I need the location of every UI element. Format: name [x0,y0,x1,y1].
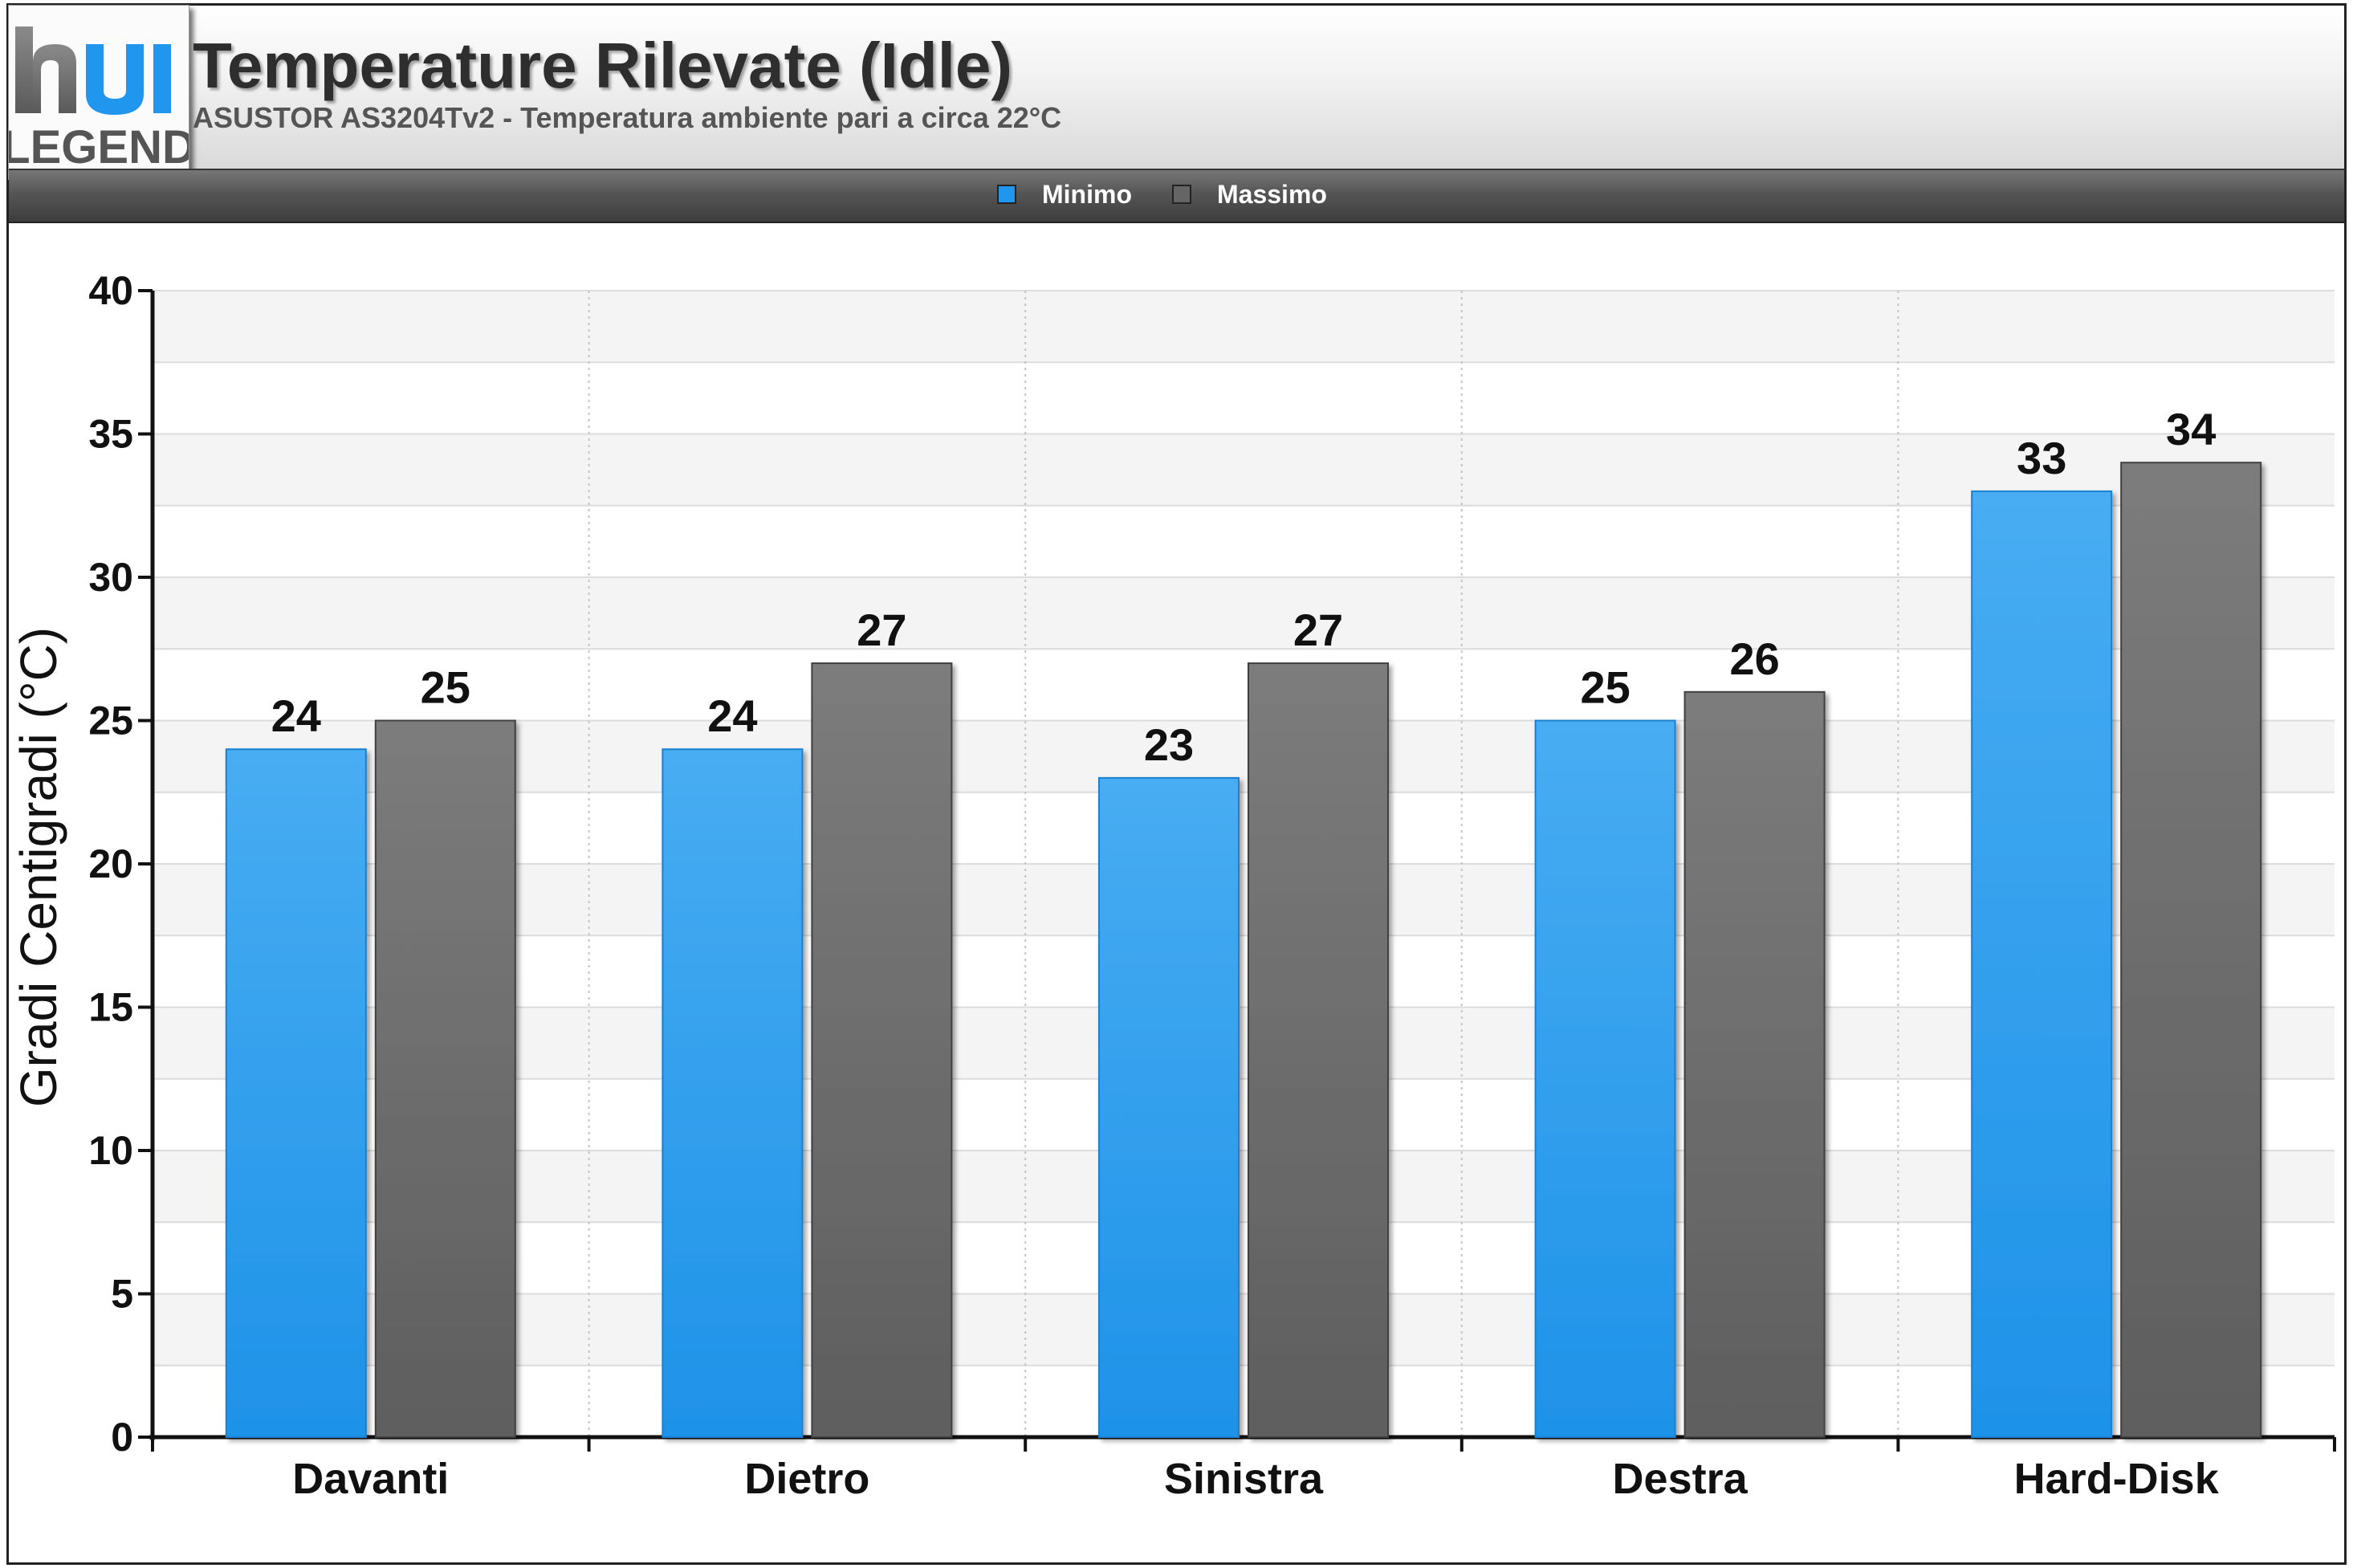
x-tick-label: Davanti [292,1455,449,1503]
bar-minimo-hard-disk [1971,490,2113,1438]
plot-band [153,577,2335,650]
bar-massimo-sinistra [1248,662,1389,1438]
y-tick-label: 15 [88,985,133,1030]
data-label: 24 [271,690,321,741]
y-tick-label: 10 [88,1128,133,1173]
data-label: 27 [857,605,906,655]
plot-band [153,1007,2335,1079]
chart-title: Temperature Rilevate (Idle) [193,30,1013,101]
plot-band [153,864,2335,936]
bar-massimo-dietro [811,662,953,1438]
y-tick-label: 30 [88,555,133,600]
legend-bar [9,169,2344,223]
legend-item-massimo[interactable]: Massimo [1172,178,1327,210]
y-tick-label: 0 [111,1415,133,1460]
logo-text: LEGEND [9,121,189,173]
legend-label-minimo: Minimo [1042,179,1132,209]
data-label: 33 [2017,433,2066,483]
legend-logo-icon: LEGEND [2,26,196,173]
data-label: 34 [2166,404,2216,454]
x-tick-label: Hard-Disk [2014,1455,2220,1503]
legend-swatch-minimo [997,185,1016,204]
data-label: 25 [421,662,470,713]
y-tick-label: 40 [88,268,133,313]
bar-massimo-davanti [374,719,516,1438]
legend-swatch-massimo [1172,185,1191,204]
x-tick-label: Dietro [744,1455,869,1503]
bar-massimo-destra [1683,690,1826,1438]
x-tick-label: Sinistra [1164,1455,1324,1503]
y-tick-label: 5 [111,1272,133,1317]
chart-subtitle: ASUSTOR AS3204Tv2 - Temperatura ambiente… [193,101,1062,134]
data-label: 23 [1144,719,1194,770]
plot-band [153,1293,2335,1366]
y-tick-label: 35 [88,412,133,457]
data-label: 25 [1580,662,1630,713]
bar-minimo-sinistra [1098,776,1240,1438]
plot-band [153,291,2335,363]
plot-band [153,720,2335,792]
y-tick-label: 25 [88,698,133,743]
bar-minimo-dietro [662,748,804,1438]
bar-massimo-hard-disk [2120,462,2262,1439]
data-label: 24 [707,690,757,741]
data-label: 27 [1293,605,1343,655]
data-label: 26 [1729,633,1779,684]
plot-band [153,1151,2335,1223]
y-tick-label: 20 [88,841,133,886]
legend-label-massimo: Massimo [1217,179,1327,209]
x-tick-label: Destra [1613,1455,1748,1503]
y-axis-title: Gradi Centigradi (°C) [10,627,67,1107]
legend-item-minimo[interactable]: Minimo [997,178,1132,210]
chart-header [9,6,2344,172]
bar-minimo-destra [1534,719,1676,1438]
bar-minimo-davanti [225,748,367,1438]
plot-band [153,434,2335,506]
